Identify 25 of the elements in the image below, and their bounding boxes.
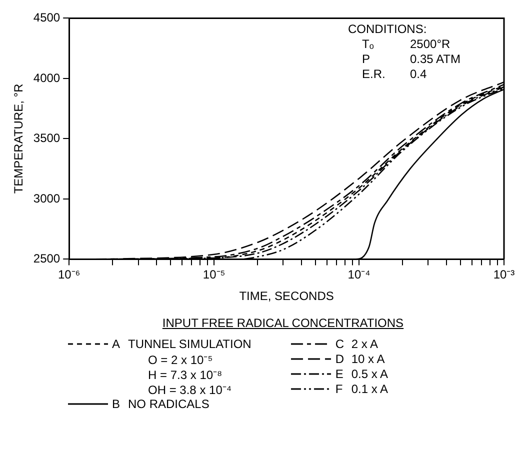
- text: H = 7.3 x 10⁻⁸: [147, 367, 224, 382]
- legend-label: A TUNNEL SIMULATION: [112, 336, 252, 350]
- legend-label: D 10 x A: [335, 352, 385, 366]
- y-tick-label: 4000: [33, 70, 60, 85]
- text: O = 2 x 10⁻⁵: [147, 352, 214, 367]
- y-tick-label: 3000: [33, 191, 60, 206]
- text: Tₒ 2500°R: [362, 37, 450, 51]
- x-tick-label: 10⁻⁶: [58, 268, 80, 282]
- text: E.R. 0.4: [362, 67, 427, 81]
- y-tick-label: 4500: [33, 10, 60, 25]
- annotation: CONDITIONS:: [348, 22, 428, 37]
- y-tick-label: 2500: [33, 252, 60, 266]
- legend-label: E 0.5 x A: [335, 366, 388, 380]
- x-tick-label: 10⁻³: [493, 268, 515, 282]
- y-tick-label: 3500: [33, 131, 60, 146]
- x-tick-label: 10⁻⁴: [348, 268, 370, 282]
- legend-label: F 0.1 x A: [335, 382, 388, 396]
- legend-label: C 2 x A: [335, 336, 378, 350]
- x-axis-title: TIME, SECONDS: [239, 289, 334, 304]
- text: P 0.35 ATM: [362, 52, 460, 66]
- x-tick-label: 10⁻⁵: [202, 268, 226, 282]
- y-axis-title: TEMPERATURE, °R: [12, 83, 26, 194]
- legend-title: INPUT FREE RADICAL CONCENTRATIONS: [161, 316, 405, 330]
- text: OH = 3.8 x 10⁻⁴: [147, 382, 233, 397]
- legend-label: B NO RADICALS: [112, 396, 210, 410]
